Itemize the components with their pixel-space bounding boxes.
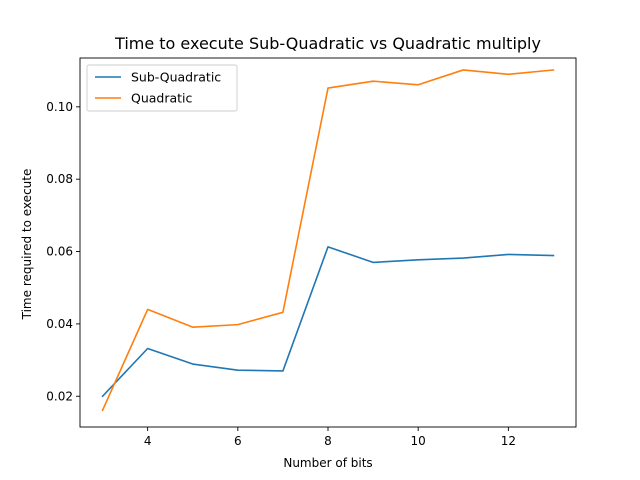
x-tick-label: 12 — [501, 434, 516, 448]
y-tick-label: 0.02 — [46, 389, 73, 403]
legend-label: Quadratic — [131, 91, 193, 106]
x-tick-label: 4 — [144, 434, 152, 448]
chart-title: Time to execute Sub-Quadratic vs Quadrat… — [114, 34, 541, 53]
x-tick-label: 10 — [411, 434, 426, 448]
y-tick-label: 0.06 — [46, 245, 73, 259]
y-tick-label: 0.10 — [46, 100, 73, 114]
series-line-sub-quadratic — [101, 246, 555, 398]
y-tick-label: 0.04 — [46, 317, 73, 331]
x-axis-label: Number of bits — [283, 456, 372, 470]
series-line-quadratic — [101, 69, 555, 412]
legend-box — [86, 64, 238, 112]
y-tick-label: 0.08 — [46, 172, 73, 186]
x-tick-label: 6 — [234, 434, 242, 448]
y-axis-label: Time required to execute — [20, 169, 34, 321]
legend-label: Sub-Quadratic — [131, 70, 221, 85]
plot-area: 4 6 8 10 12 0.02 0.04 0.06 0.08 0.10 Sub-Quadratic… — [46, 57, 577, 448]
x-tick-label: 8 — [324, 434, 332, 448]
